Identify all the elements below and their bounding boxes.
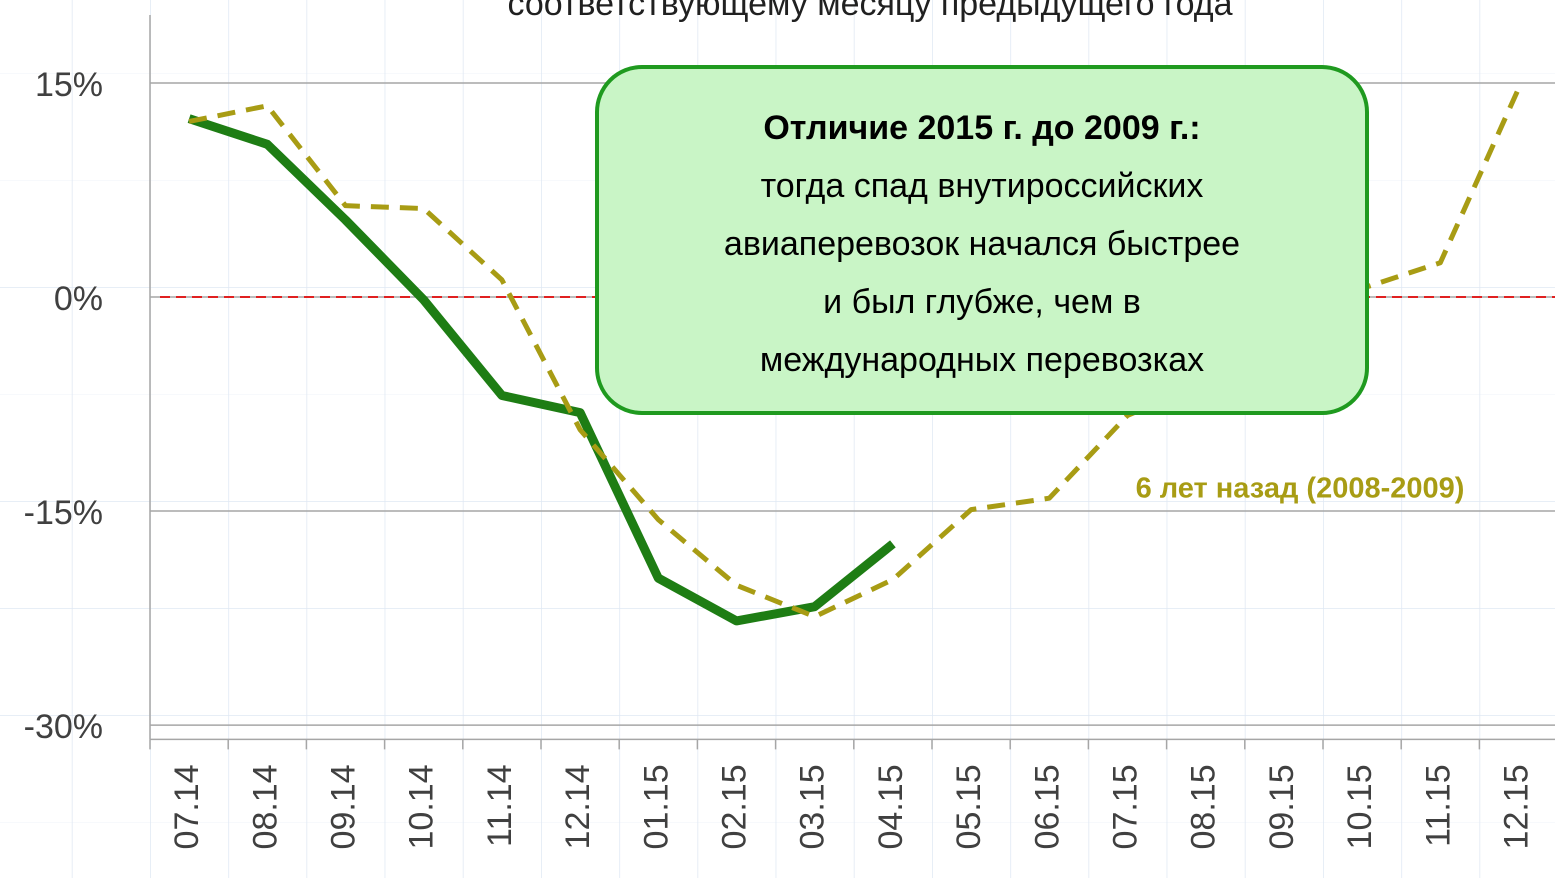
callout-line: международных перевозках [760,341,1204,379]
x-tick-label: 09.14 [324,764,362,849]
x-tick-label: 07.15 [1106,764,1144,849]
y-tick-label: 15% [35,66,103,104]
callout-line: тогда спад внутироссийских [761,167,1204,205]
series-line [188,87,1521,620]
callout-box [595,65,1369,415]
x-tick-label: 04.15 [872,764,910,849]
y-tick-label: -30% [24,708,103,746]
callout-line: и был глубже, чем в [823,283,1141,321]
x-tick-label: 02.15 [715,764,753,849]
x-tick-label: 11.15 [1419,764,1457,847]
x-tick-label: 08.15 [1185,764,1223,849]
x-tick-label: 03.15 [794,764,832,849]
chart-title: соответствующему месяцу предыдущего года [507,0,1232,23]
x-tick-label: 12.14 [559,764,597,849]
x-tick-label: 10.14 [403,764,441,849]
y-tick-label: 0% [54,280,103,318]
x-tick-label: 12.15 [1497,764,1535,849]
x-tick-label: 10.15 [1341,764,1379,849]
x-tick-label: 05.15 [950,764,988,849]
series-line [187,114,896,626]
x-tick-label: 01.15 [637,764,675,849]
annotation: 6 лет назад (2008-2009) [1136,473,1465,505]
callout-line: авиаперевозок начался быстрее [724,225,1240,263]
callout-title: Отличие 2015 г. до 2009 г.: [763,109,1200,147]
x-tick-label: 07.14 [168,764,206,849]
x-tick-label: 06.15 [1028,764,1066,849]
y-tick-label: -15% [24,494,103,532]
x-tick-label: 09.15 [1263,764,1301,849]
x-tick-label: 08.14 [246,764,284,849]
x-tick-label: 11.14 [481,764,519,847]
